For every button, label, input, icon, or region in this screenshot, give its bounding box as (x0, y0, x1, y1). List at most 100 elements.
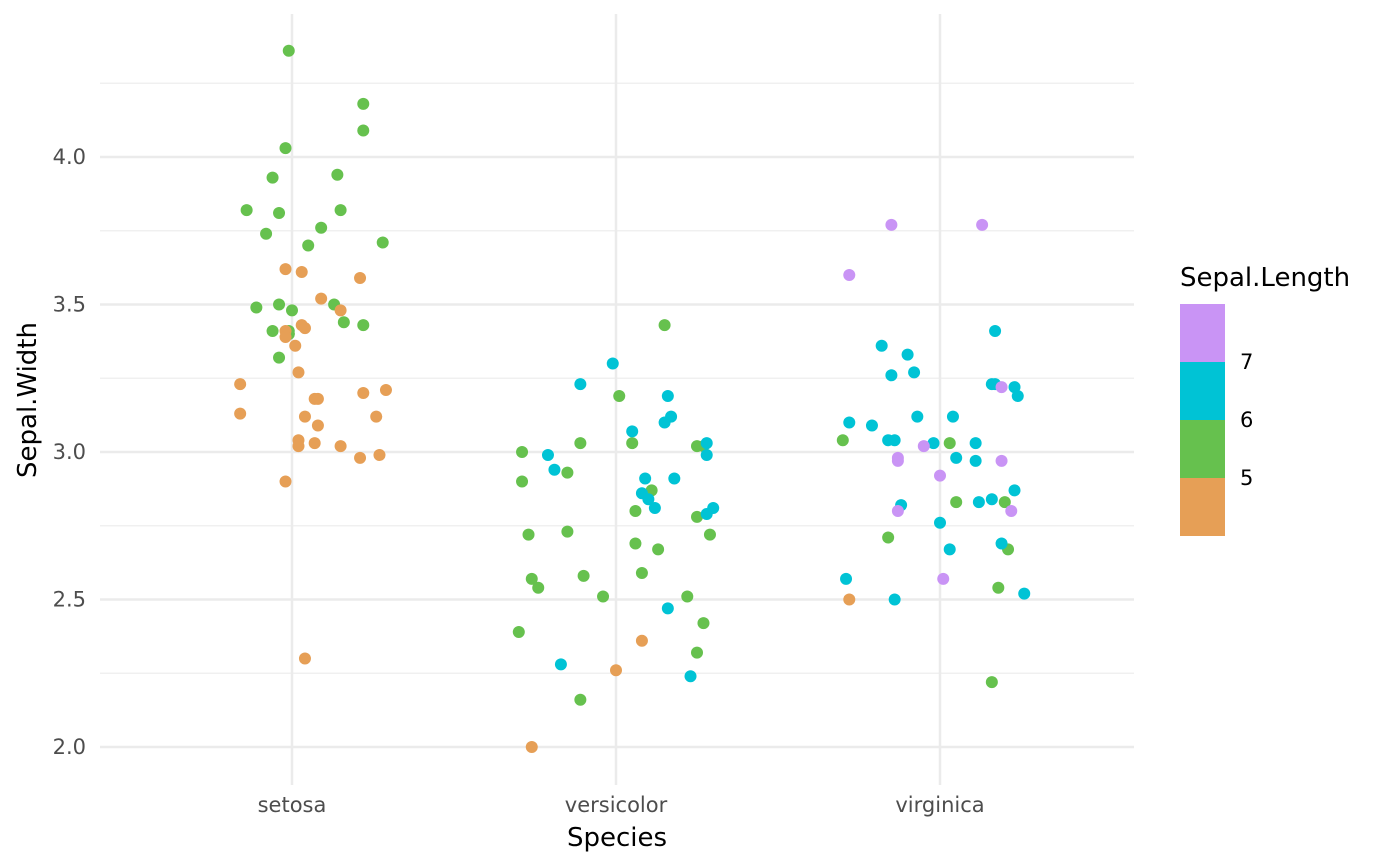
data-point (279, 475, 292, 488)
data-point (279, 263, 292, 276)
data-point (707, 502, 720, 515)
y-axis-ticks: 2.0 2.5 3.0 3.5 4.0 (53, 145, 86, 759)
data-point (512, 625, 525, 638)
data-point (1008, 484, 1021, 497)
data-point (946, 410, 959, 423)
data-point (665, 410, 678, 423)
data-point (577, 569, 590, 582)
data-point (943, 543, 956, 556)
data-point (376, 236, 389, 249)
data-point (635, 634, 648, 647)
data-point (266, 171, 279, 184)
data-point (888, 434, 901, 447)
data-point (992, 581, 1005, 594)
data-points (234, 44, 1031, 753)
data-point (697, 617, 710, 630)
data-point (273, 207, 286, 220)
data-point (1005, 505, 1018, 517)
data-point (331, 168, 344, 181)
data-point (298, 410, 311, 423)
y-tick-label: 3.5 (53, 293, 86, 317)
y-tick-label: 2.5 (53, 588, 86, 612)
data-point (629, 537, 642, 550)
data-point (989, 325, 1002, 338)
data-point (661, 602, 674, 615)
data-point (843, 416, 856, 429)
data-point (639, 472, 652, 485)
legend-label: 6 (1240, 408, 1253, 432)
y-tick-label: 3.0 (53, 440, 86, 464)
data-point (911, 410, 924, 423)
data-point (292, 366, 305, 379)
data-point (354, 271, 367, 284)
data-point (308, 437, 321, 450)
data-point (334, 204, 347, 217)
data-point (337, 316, 350, 329)
data-point (240, 204, 253, 217)
data-point (995, 381, 1008, 394)
data-point (302, 239, 315, 252)
data-point (234, 378, 247, 391)
x-tick-label: setosa (258, 793, 327, 817)
data-point (885, 369, 898, 382)
data-point (888, 593, 901, 606)
legend-label: 7 (1240, 350, 1253, 374)
data-point (934, 516, 946, 529)
data-point (985, 493, 998, 506)
data-point (908, 366, 921, 379)
data-point (843, 593, 856, 606)
y-tick-label: 4.0 (53, 145, 86, 169)
data-point (843, 269, 856, 281)
data-point (298, 652, 311, 665)
data-point (354, 451, 367, 464)
data-point (891, 454, 904, 467)
data-point (976, 218, 989, 231)
data-point (950, 451, 963, 464)
data-point (295, 266, 308, 279)
data-point (865, 419, 878, 432)
data-point (311, 419, 324, 432)
data-point (379, 384, 392, 397)
data-point (260, 227, 273, 240)
data-point (891, 505, 904, 517)
data-point (642, 493, 655, 506)
data-point (629, 505, 642, 517)
data-point (315, 221, 328, 234)
data-point (1011, 389, 1024, 402)
data-point (298, 322, 311, 335)
data-point (885, 218, 898, 231)
data-point (286, 304, 298, 317)
data-point (282, 44, 295, 57)
grid-lines (100, 14, 1134, 785)
data-point (703, 528, 716, 541)
data-point (648, 502, 661, 515)
data-point (522, 528, 535, 541)
data-point (995, 454, 1008, 467)
data-point (289, 339, 302, 352)
data-point (901, 348, 914, 361)
data-point (875, 339, 888, 352)
data-point (250, 301, 263, 314)
data-point (995, 537, 1008, 550)
data-point (937, 572, 950, 585)
data-point (574, 693, 587, 706)
y-axis-title: Sepal.Width (13, 322, 43, 478)
data-point (315, 292, 328, 305)
data-point (700, 448, 713, 461)
data-point (370, 410, 383, 423)
data-point (334, 440, 347, 453)
data-point (1018, 587, 1031, 600)
data-point (626, 425, 639, 438)
legend-color-bin (1180, 362, 1225, 420)
data-point (541, 448, 554, 461)
legend-title: Sepal.Length (1180, 263, 1350, 293)
data-point (985, 676, 998, 689)
data-point (635, 566, 648, 579)
data-point (373, 448, 386, 461)
legend-colorbar (1180, 304, 1225, 536)
data-point (882, 531, 895, 544)
data-point (311, 392, 324, 405)
data-point (613, 389, 626, 402)
data-point (574, 437, 587, 450)
